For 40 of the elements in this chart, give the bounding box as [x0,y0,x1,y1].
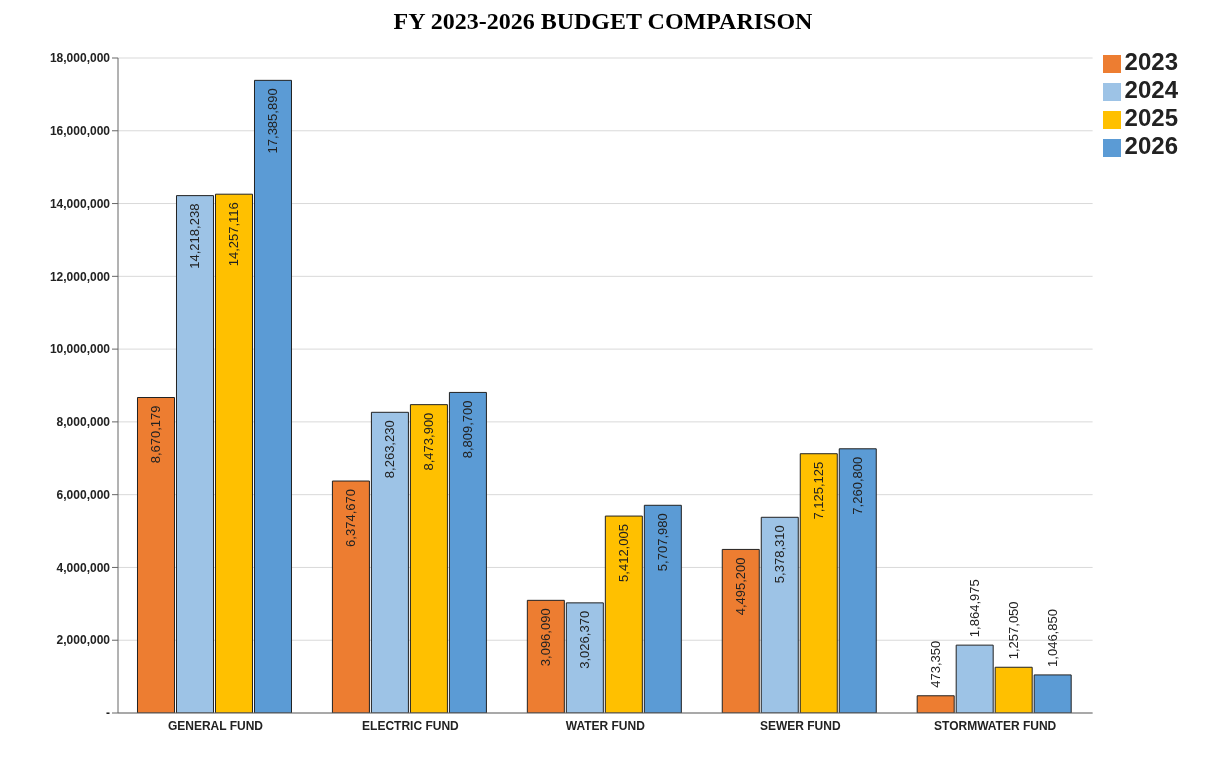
data-label: 6,374,670 [343,489,359,547]
chart-title: FY 2023-2026 BUDGET COMPARISON [392,8,814,36]
y-tick-label: 8,000,000 [56,415,111,430]
data-label: 5,707,980 [655,513,671,572]
data-label: 5,412,005 [616,524,632,582]
y-tick-label: 10,000,000 [49,342,111,357]
data-label: 473,350 [928,640,944,688]
data-label: 3,096,090 [538,608,554,667]
x-tick-label: STORMWATER FUND [934,718,1057,733]
x-tick-label: ELECTRIC FUND [362,718,460,733]
data-label: 14,257,116 [226,202,242,267]
data-label: 14,218,238 [187,203,203,269]
y-tick-label: 14,000,000 [49,196,111,211]
x-tick-label: WATER FUND [565,718,646,733]
legend-label: 2026 [1124,132,1178,159]
data-label: 3,026,370 [577,610,593,669]
y-tick-label: 6,000,000 [56,487,111,502]
data-label: 4,495,200 [733,557,749,616]
legend-label: 2024 [1124,76,1178,103]
data-label: 17,385,890 [265,88,281,154]
legend-label: 2025 [1124,104,1178,131]
y-tick-label: 2,000,000 [56,633,111,648]
data-label: 1,257,050 [1006,601,1022,660]
y-tick-label: 4,000,000 [56,560,111,575]
y-tick-label: - [106,706,110,721]
data-label: 8,670,179 [148,405,164,464]
data-label: 5,378,310 [772,525,788,584]
legend-label: 2023 [1124,48,1178,75]
data-label: 7,260,800 [850,456,866,515]
data-label: 8,809,700 [460,400,476,459]
x-tick-label: SEWER FUND [759,718,841,733]
data-label: 8,473,900 [421,412,437,471]
x-tick-label: GENERAL FUND [167,718,264,733]
y-tick-label: 12,000,000 [49,269,111,284]
y-tick-label: 16,000,000 [49,124,111,139]
data-label: 1,864,975 [967,579,983,638]
data-label: 8,263,230 [382,420,398,479]
data-label: 7,125,125 [811,461,827,520]
y-tick-label: 18,000,000 [49,51,111,66]
data-label: 1,046,850 [1045,609,1061,667]
